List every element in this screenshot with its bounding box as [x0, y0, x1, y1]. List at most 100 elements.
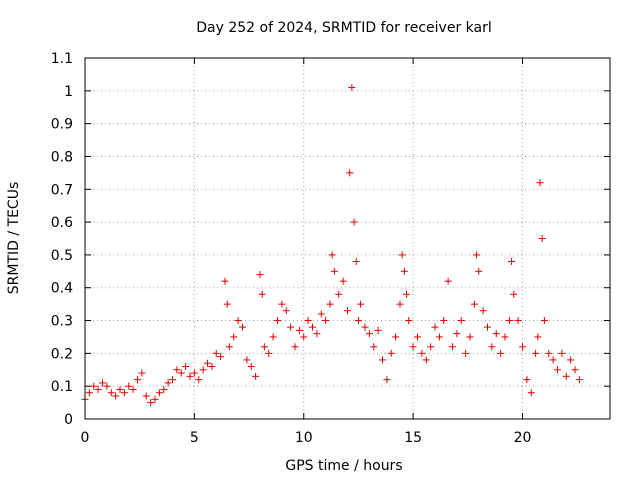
data-point: [151, 395, 159, 403]
data-point: [510, 290, 518, 298]
data-point: [195, 376, 203, 384]
data-point: [492, 330, 500, 338]
data-point: [466, 333, 474, 341]
data-point: [322, 317, 330, 325]
data-point: [190, 369, 198, 377]
data-point: [365, 330, 373, 338]
data-point: [234, 317, 242, 325]
x-tick-label: 0: [81, 430, 90, 446]
data-point: [505, 317, 513, 325]
y-tick-label: 0.1: [51, 379, 73, 395]
data-point: [225, 343, 233, 351]
data-point: [488, 343, 496, 351]
data-point: [470, 300, 478, 308]
data-point: [449, 343, 456, 351]
data-point: [177, 369, 185, 377]
data-point: [239, 323, 246, 331]
y-tick-label: 0.7: [51, 182, 73, 198]
data-point: [217, 353, 225, 361]
data-point: [287, 323, 295, 331]
data-point: [414, 333, 421, 341]
data-point: [252, 372, 260, 380]
data-point: [567, 356, 575, 364]
data-point: [116, 385, 124, 393]
data-point: [300, 333, 308, 341]
data-point: [90, 382, 98, 390]
data-point: [536, 179, 544, 187]
data-point: [125, 382, 133, 390]
y-tick-label: 0.2: [51, 346, 73, 362]
data-point: [519, 343, 526, 351]
data-point: [274, 317, 281, 325]
x-tick-label: 20: [514, 430, 532, 446]
data-point: [462, 349, 470, 357]
data-point: [309, 323, 316, 331]
data-point: [514, 317, 522, 325]
data-point: [435, 333, 443, 341]
data-point: [278, 300, 286, 308]
y-tick-label: 0: [64, 412, 73, 428]
data-point: [317, 310, 325, 318]
data-point: [230, 333, 238, 341]
tick-marks: [84, 57, 610, 420]
data-point: [427, 343, 435, 351]
data-point: [112, 392, 120, 400]
data-point: [532, 349, 540, 357]
data-point: [479, 307, 487, 315]
data-point: [326, 300, 334, 308]
data-point: [258, 290, 266, 298]
data-point: [328, 251, 336, 259]
data-point: [339, 277, 347, 285]
data-point: [164, 379, 172, 387]
data-point: [387, 349, 395, 357]
data-point: [361, 323, 369, 331]
data-point: [344, 307, 351, 315]
data-point: [350, 218, 358, 226]
data-point: [282, 307, 290, 315]
data-point: [223, 300, 231, 308]
data-point: [444, 277, 452, 285]
data-point: [348, 84, 356, 92]
data-point: [473, 251, 481, 259]
data-point: [374, 326, 382, 334]
data-point: [409, 343, 417, 351]
data-point: [558, 349, 566, 357]
data-point: [534, 333, 542, 341]
data-point: [475, 267, 483, 275]
data-point: [160, 385, 168, 393]
data-point: [405, 317, 413, 325]
data-point: [352, 257, 360, 265]
data-point: [431, 323, 439, 331]
data-point: [304, 317, 312, 325]
data-point: [169, 376, 176, 384]
data-point: [562, 372, 570, 380]
x-tick-label: 15: [404, 430, 422, 446]
y-tick-label: 0.6: [51, 215, 73, 231]
data-point: [295, 326, 303, 334]
data-point: [379, 356, 386, 364]
data-point: [134, 376, 141, 384]
x-tick-label: 10: [295, 430, 313, 446]
y-tick-label: 0.8: [51, 149, 73, 165]
y-tick-label: 0.4: [51, 281, 73, 297]
data-point: [418, 349, 426, 357]
data-point: [330, 267, 338, 275]
data-point: [398, 251, 406, 259]
data-point: [497, 349, 505, 357]
data-point: [396, 300, 404, 308]
data-point: [142, 392, 150, 400]
tick-labels: 0 5 10 15 20 0 0.1 0.2 0.3 0.4 0.5 0.6 0.7 0.8 0.9 1 1.1: [51, 51, 532, 446]
y-tick-label: 0.5: [51, 248, 73, 264]
data-point: [575, 376, 583, 384]
y-tick-label: 0.9: [51, 117, 73, 133]
data-point: [85, 389, 93, 397]
data-point: [291, 343, 299, 351]
grid-lines: [85, 58, 610, 419]
y-tick-label: 1.1: [51, 51, 73, 67]
data-point: [138, 369, 146, 377]
data-point: [129, 385, 137, 393]
data-point: [545, 349, 553, 357]
y-axis-label: SRMTID / TECUs: [6, 182, 22, 295]
data-point: [173, 366, 181, 374]
